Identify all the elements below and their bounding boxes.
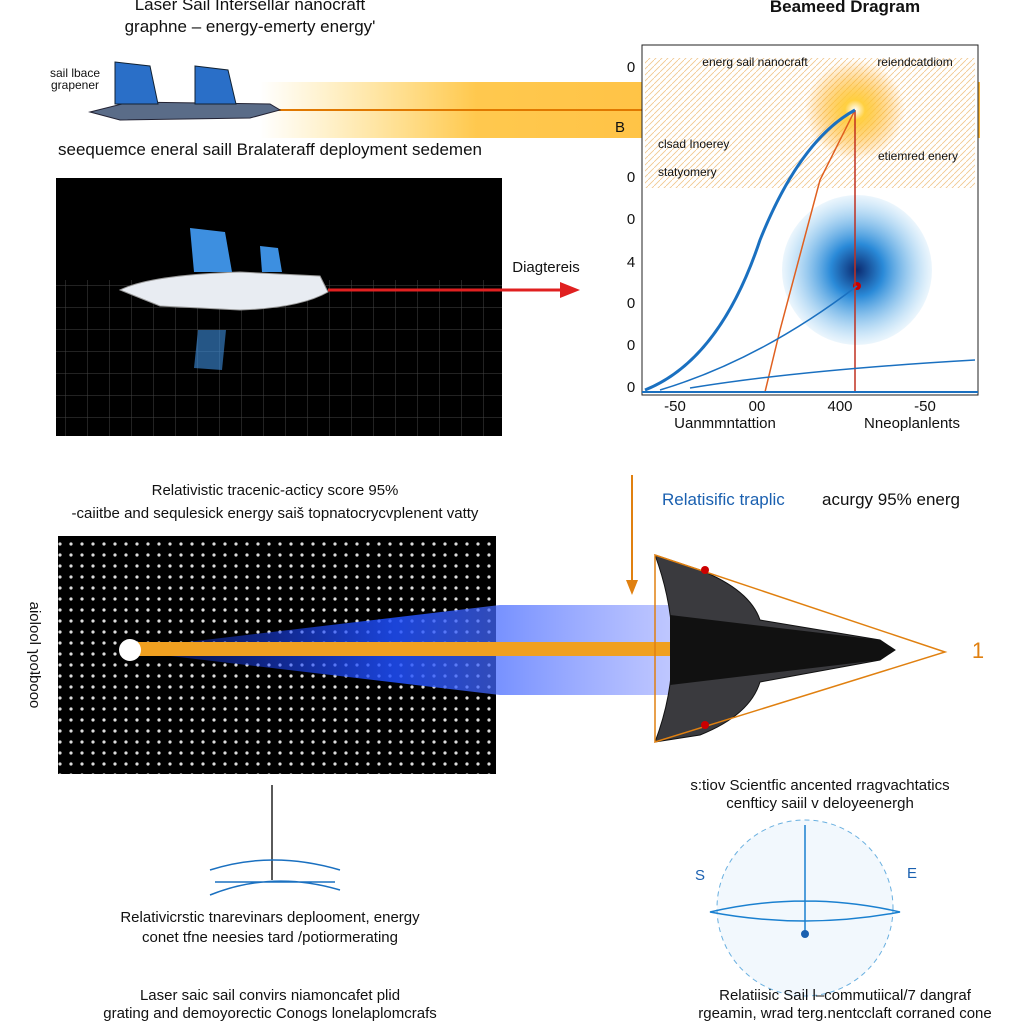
compass-label: S (695, 867, 705, 884)
ship-label: sail lbace (50, 66, 100, 80)
blue-curve (689, 359, 976, 389)
marker: 1 (972, 638, 984, 663)
footer: rgeamin, wrad terg.nentcclaft corraned c… (698, 1005, 992, 1022)
note: etiemred enery (878, 149, 958, 163)
trajectory (654, 553, 948, 744)
blue-curve (644, 108, 856, 392)
x-label: -50 (914, 398, 936, 415)
title: Laser Sail Intersellar nanocraft (135, 0, 366, 14)
caption: cenfticy saiil v deloyeenergh (726, 795, 914, 812)
footer: Laser saic sail convirs niamoncafet plid (140, 987, 400, 1004)
section-title: Relativistic tracenic-acticy score 95% (152, 482, 399, 499)
y-label: 0 (627, 169, 635, 186)
legend-item: reiendcatdiom (877, 55, 952, 69)
side-label: aiolool ɿooʇbooo (26, 602, 43, 709)
compass-label: E (907, 865, 917, 882)
note: statyomery (658, 165, 717, 179)
compass-dot (801, 930, 809, 938)
blue-title: Relatisific traplic (662, 490, 785, 509)
point (701, 721, 709, 729)
y-label: 0 (627, 337, 635, 354)
title-rest: acurgy 95% energ (822, 490, 960, 509)
antenna-waves (209, 859, 341, 896)
orange-curve (764, 109, 856, 393)
ship-render (118, 228, 329, 370)
orange-beam (125, 642, 670, 656)
compass-lines (709, 825, 901, 935)
y-label: B (615, 119, 625, 136)
caption: Relativicrstic tnarevinars deplooment, e… (120, 909, 420, 926)
arrow-label: Diagtereis (512, 259, 580, 276)
floor-grid (56, 280, 502, 436)
y-label: 0 (627, 59, 635, 76)
blue-target (782, 195, 932, 345)
diagram-title: Beameed Dragram (770, 0, 920, 16)
x-axis-label: Nneoplanlents (864, 415, 960, 432)
x-label: 00 (749, 398, 766, 415)
y-label: 0 (627, 295, 635, 312)
caption: s:tiov Scientfic ancented rragvachtatics (690, 777, 949, 794)
footer: grating and demoyorectic Conogs lonelapl… (103, 1005, 437, 1022)
caption: conet tfne neesies tard /potiormerating (142, 929, 398, 946)
sail-ship (88, 61, 282, 121)
source (119, 639, 141, 661)
blue-curve (659, 285, 858, 391)
arrow-head (626, 580, 638, 595)
x-label: 400 (827, 398, 852, 415)
ship-label: grapener (51, 78, 99, 92)
subtitle: graphne – energy-emerty energy' (125, 17, 376, 36)
y-label: 0 (627, 211, 635, 228)
x-axis-label: Uanmmntattion (674, 415, 776, 432)
legend-item: energ sail nanocraft (702, 55, 808, 69)
section-subtitle: -caiitbe and sequlesick energy saiš topn… (72, 505, 479, 522)
y-label: 0 (627, 379, 635, 396)
arrow-head (560, 282, 580, 298)
footer: Relatiisic Sail l–commutiical/7 dangraf (719, 987, 972, 1004)
y-label: 4 (627, 254, 635, 271)
caption: seequemce eneral saill Bralateraff deplo… (58, 140, 482, 159)
note: clsad Inoerey (658, 137, 729, 151)
point (701, 566, 709, 574)
spacecraft (654, 554, 896, 743)
x-label: -50 (664, 398, 686, 415)
